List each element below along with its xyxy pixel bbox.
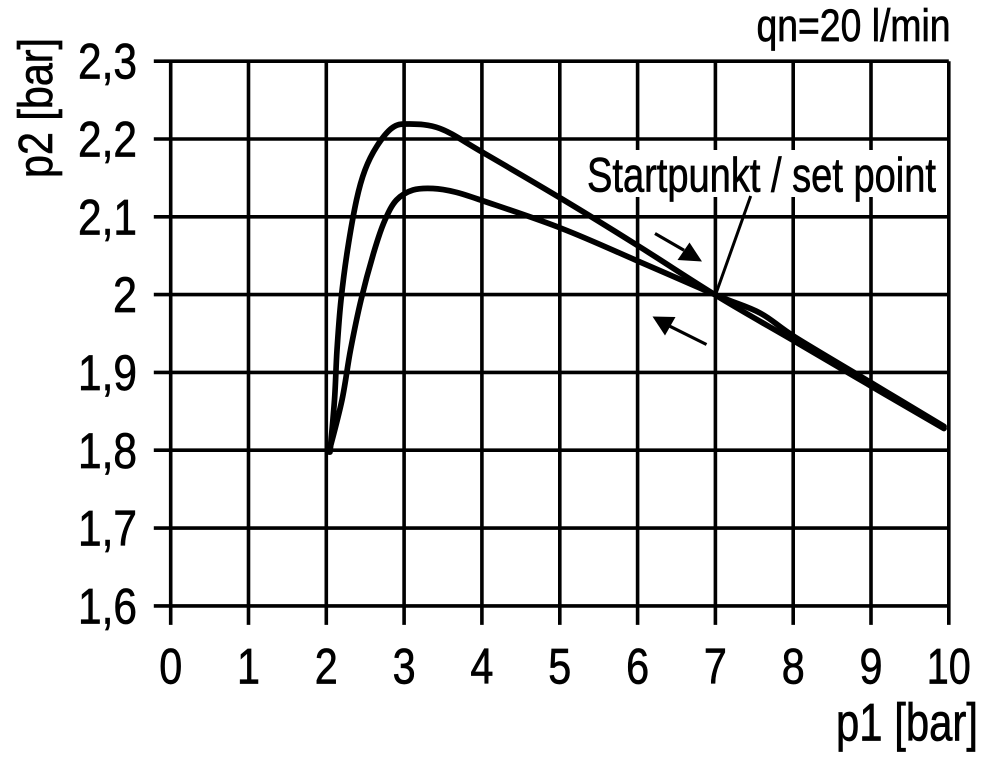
svg-text:2: 2 <box>113 267 137 323</box>
svg-text:2,1: 2,1 <box>78 189 137 245</box>
svg-text:8: 8 <box>782 639 805 695</box>
svg-text:2: 2 <box>315 639 338 695</box>
svg-text:1: 1 <box>237 639 260 695</box>
svg-text:9: 9 <box>860 639 883 695</box>
svg-text:2,2: 2,2 <box>78 112 137 168</box>
svg-text:5: 5 <box>548 639 571 695</box>
svg-text:1,8: 1,8 <box>78 423 137 479</box>
svg-text:p1 [bar]: p1 [bar] <box>836 694 978 753</box>
svg-text:p2 [bar]: p2 [bar] <box>10 38 63 178</box>
svg-text:qn=20 l/min: qn=20 l/min <box>757 0 951 51</box>
svg-text:0: 0 <box>159 639 182 695</box>
svg-text:2,3: 2,3 <box>78 34 137 90</box>
svg-text:1,7: 1,7 <box>78 501 137 557</box>
svg-text:1,9: 1,9 <box>78 345 137 401</box>
svg-text:6: 6 <box>626 639 649 695</box>
svg-text:3: 3 <box>393 639 416 695</box>
svg-text:7: 7 <box>704 639 727 695</box>
svg-text:1,6: 1,6 <box>78 578 137 634</box>
svg-text:4: 4 <box>470 639 493 695</box>
svg-text:10: 10 <box>927 639 971 695</box>
svg-text:Startpunkt / set point: Startpunkt / set point <box>587 150 936 203</box>
